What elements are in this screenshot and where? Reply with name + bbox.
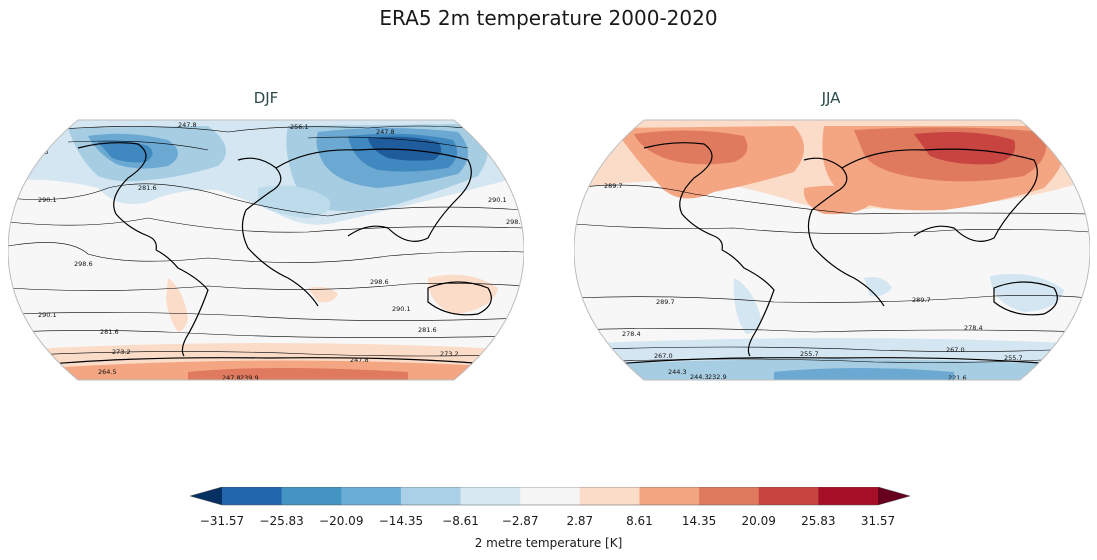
colorbar-segment xyxy=(758,487,819,505)
contour-label: 289.7 xyxy=(656,298,675,306)
coastlines xyxy=(27,142,509,367)
colorbar-segment xyxy=(639,487,700,505)
contour-label: 289.7 xyxy=(604,182,623,190)
contour-label: 281.6 xyxy=(418,326,437,334)
contour-label: 232.9 xyxy=(708,373,727,381)
colorbar-tick-label: −2.87 xyxy=(501,514,539,528)
map-djf: 247.8 256.1 247.8 264.5 281.6 290.1 290.… xyxy=(8,119,524,382)
colorbar-segment xyxy=(520,487,581,505)
contour-labels: 289.7 289.7 289.7 278.4 278.4 267.0 267.… xyxy=(604,182,1023,382)
warm-region-south-america xyxy=(166,278,188,332)
cold-region-south-africa xyxy=(864,277,892,297)
warm-region-australia xyxy=(428,274,498,314)
contour-label: 289.7 xyxy=(912,296,931,304)
colorbar-segment xyxy=(341,487,402,505)
colorbar-tick-label: −31.57 xyxy=(199,514,245,528)
contour-label: 273.2 xyxy=(112,348,131,356)
colorbar-tick-label: −8.61 xyxy=(442,514,479,528)
contour-label: 290.1 xyxy=(38,196,57,204)
contour-label: 264.5 xyxy=(98,368,117,376)
colorbar-segment xyxy=(281,487,342,505)
map-outline xyxy=(574,119,1090,381)
colorbar-segment xyxy=(460,487,521,505)
warm-core-siberia xyxy=(914,132,1016,165)
cold-region-middle-east xyxy=(258,185,331,218)
colorbar-tick-label: 25.83 xyxy=(801,514,836,528)
warm-region-south-africa xyxy=(308,286,338,303)
contour-label: 255.7 xyxy=(1004,354,1023,362)
contour-label: 267.0 xyxy=(654,352,673,360)
colorbar-segment xyxy=(818,487,879,505)
contour-label: 267.0 xyxy=(946,346,965,354)
figure-title: ERA5 2m temperature 2000-2020 xyxy=(379,6,718,30)
warm-core-north-america xyxy=(634,130,748,165)
contour-label: 298.6 xyxy=(506,218,524,226)
colorbar-outline xyxy=(190,487,910,506)
contour-label: 290.1 xyxy=(488,196,507,204)
cold-core-siberia-deep xyxy=(368,136,442,161)
warm-core-antarctica xyxy=(188,368,408,380)
contour-label: 281.6 xyxy=(100,328,119,336)
colorbar-label: 2 metre temperature [K] xyxy=(474,536,623,550)
colorbar-tick-label: −25.83 xyxy=(259,514,304,528)
colorbar-tick-label: 20.09 xyxy=(741,514,776,528)
contour-label: 273.2 xyxy=(440,350,459,358)
contour-lines xyxy=(574,184,1090,363)
colorbar xyxy=(190,487,910,506)
contour-label: 290.1 xyxy=(392,305,411,313)
colorbar-segment xyxy=(400,487,462,505)
colorbar-tick-label: −14.35 xyxy=(378,514,424,528)
contour-label: 255.7 xyxy=(800,350,819,358)
cold-region-south-america xyxy=(733,278,762,334)
map-jja: 289.7 289.7 289.7 278.4 278.4 267.0 267.… xyxy=(574,119,1090,382)
colorbar-tick-label: 8.61 xyxy=(626,514,653,528)
contour-label: 247.8 xyxy=(376,128,395,136)
map-title-djf: DJF xyxy=(253,89,279,107)
warm-region-sahara xyxy=(803,185,874,215)
map-title-jja: JJA xyxy=(821,89,841,107)
colorbar-extend-min xyxy=(190,487,222,505)
contour-label: 247.8 xyxy=(178,121,197,129)
contour-label: 221.6 xyxy=(948,374,967,382)
contour-label: 278.4 xyxy=(964,324,983,332)
contour-label: 281.6 xyxy=(138,184,157,192)
contour-label: 244.3 xyxy=(668,368,687,376)
colorbar-tick-label: 31.57 xyxy=(860,514,896,528)
map-outline xyxy=(8,119,524,381)
colorbar-segment xyxy=(579,487,640,505)
contour-label: 298.6 xyxy=(74,260,93,268)
colorbar-tick-label: 2.87 xyxy=(566,514,594,528)
colorbar-tick-label: −20.09 xyxy=(319,514,364,528)
colorbar-extend-max xyxy=(878,487,910,505)
contour-label: 298.6 xyxy=(370,278,389,286)
cold-core-antarctica xyxy=(774,368,954,380)
colorbar-segment xyxy=(222,487,283,505)
contour-label: 278.4 xyxy=(622,330,641,338)
colorbar-segment xyxy=(699,487,760,505)
contour-label: 256.1 xyxy=(290,123,309,131)
contour-label: 290.1 xyxy=(38,311,57,319)
contour-label: 244.3 xyxy=(690,373,709,381)
contour-label: 247.8 xyxy=(222,374,241,382)
contour-lines xyxy=(8,125,524,357)
colorbar-tick-label: 14.35 xyxy=(681,514,717,528)
contour-label: 239.9 xyxy=(240,374,259,382)
cold-core-canada xyxy=(98,140,153,163)
coastlines xyxy=(593,142,1075,367)
contour-label: 247.8 xyxy=(350,356,369,364)
